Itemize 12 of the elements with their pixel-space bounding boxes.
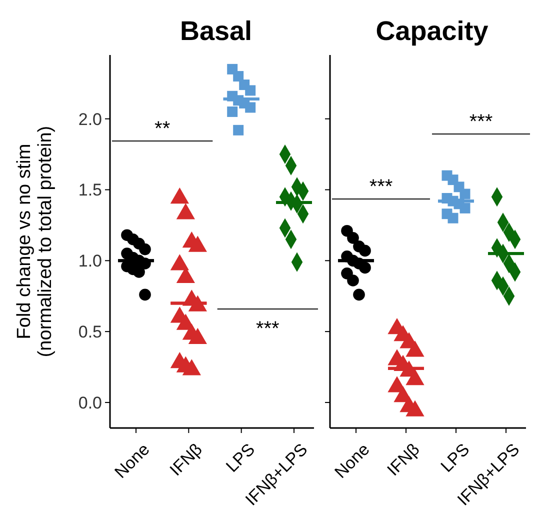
y-tick-label: 1.0 <box>78 252 102 271</box>
y-axis-title: Fold change vs no stim (normalized to total protein) <box>14 126 56 358</box>
y-tick-label: 2.0 <box>78 110 102 129</box>
annotation: *** <box>369 176 393 198</box>
chart-title: Basal <box>180 16 252 46</box>
chart-title: Capacity <box>376 16 488 46</box>
annotation: *** <box>256 318 280 340</box>
y-tick-label: 0.0 <box>78 393 102 412</box>
annotation: *** <box>469 111 493 133</box>
y-tick-label: 0.5 <box>78 322 102 342</box>
annotation: ** <box>154 118 170 140</box>
y-tick-label: 1.5 <box>78 180 102 200</box>
